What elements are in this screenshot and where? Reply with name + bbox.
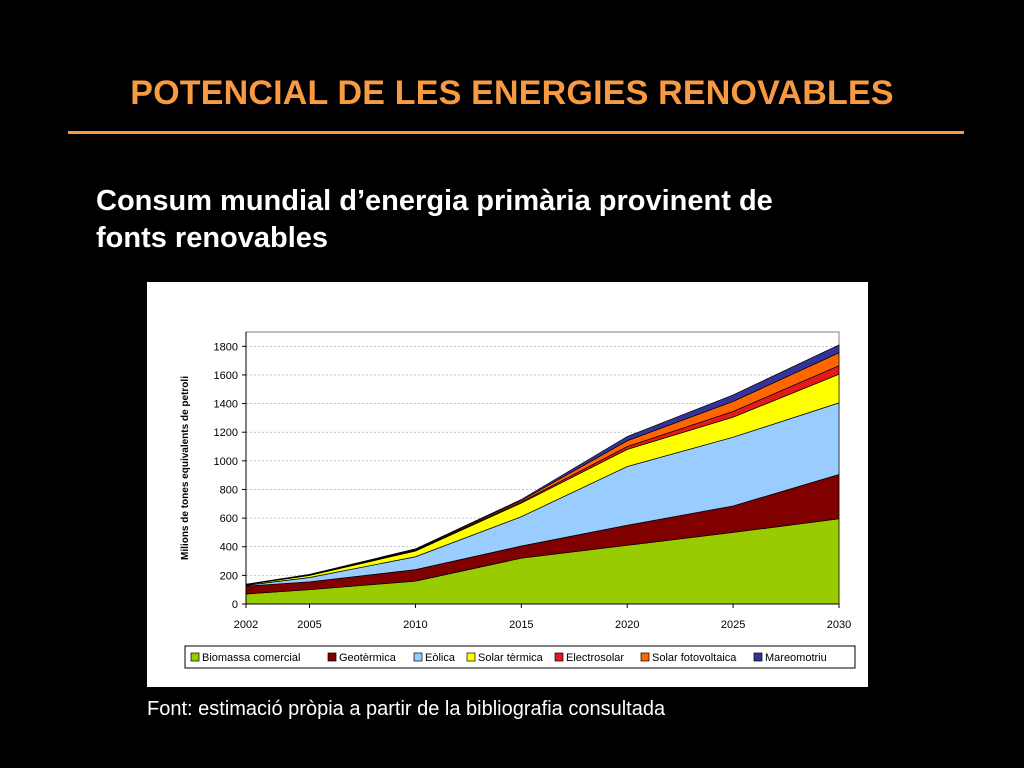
subtitle-line-1: Consum mundial d’energia primària provin…	[96, 185, 773, 217]
x-tick-label: 2002	[234, 619, 258, 631]
y-tick-label: 800	[220, 484, 238, 496]
x-tick-label: 2025	[721, 619, 745, 631]
legend-swatch	[413, 652, 423, 662]
legend-label: Biomassa comercial	[202, 652, 300, 664]
legend-label: Geotèrmica	[339, 652, 397, 664]
title-rule	[68, 131, 964, 134]
legend-swatch	[640, 652, 650, 662]
y-tick-label: 1600	[214, 370, 238, 382]
legend-label: Solar tèrmica	[478, 652, 544, 664]
chart-panel: 0 200 400 600 800 1000 1200 1400 1600 1800 2002 200…	[147, 282, 868, 687]
legend-swatch	[753, 652, 763, 662]
legend-label: Electrosolar	[566, 652, 624, 664]
slide-subtitle: Consum mundial d’energia primària provin…	[96, 183, 956, 257]
area-series-7	[245, 344, 840, 585]
x-tick-label: 2030	[827, 619, 851, 631]
source-note: Font: estimació pròpia a partir de la bi…	[147, 698, 666, 720]
legend-swatch	[327, 652, 337, 662]
subtitle-line-2: fonts renovables	[96, 222, 329, 254]
slide-title: POTENCIAL DE LES ENERGIES RENOVABLES	[130, 74, 894, 112]
x-tick-label: 2015	[509, 619, 533, 631]
y-tick-label: 600	[220, 513, 238, 525]
x-tick-label: 2010	[403, 619, 427, 631]
y-tick-label: 200	[220, 570, 238, 582]
y-tick-label: 0	[232, 599, 238, 611]
legend-label: Solar fotovoltaica	[652, 652, 737, 664]
x-tick-label: 2020	[615, 619, 639, 631]
y-tick-label: 400	[220, 542, 238, 554]
y-tick-label: 1400	[214, 399, 238, 411]
y-tick-label: 1200	[214, 427, 238, 439]
y-tick-label: 1800	[214, 341, 238, 353]
y-tick-label: 1000	[214, 456, 238, 468]
legend-box	[184, 645, 856, 669]
stacked-area-chart: 0 200 400 600 800 1000 1200 1400 1600 1800 2002 200…	[180, 331, 856, 669]
legend-label: Eòlica	[425, 652, 456, 664]
legend-label: Mareomotriu	[765, 652, 827, 664]
x-tick-label: 2005	[297, 619, 321, 631]
y-axis-label: Milions de tones equivalents de petroli	[180, 376, 191, 560]
legend-swatch	[554, 652, 564, 662]
legend-swatch	[190, 652, 200, 662]
legend-swatch	[466, 652, 476, 662]
